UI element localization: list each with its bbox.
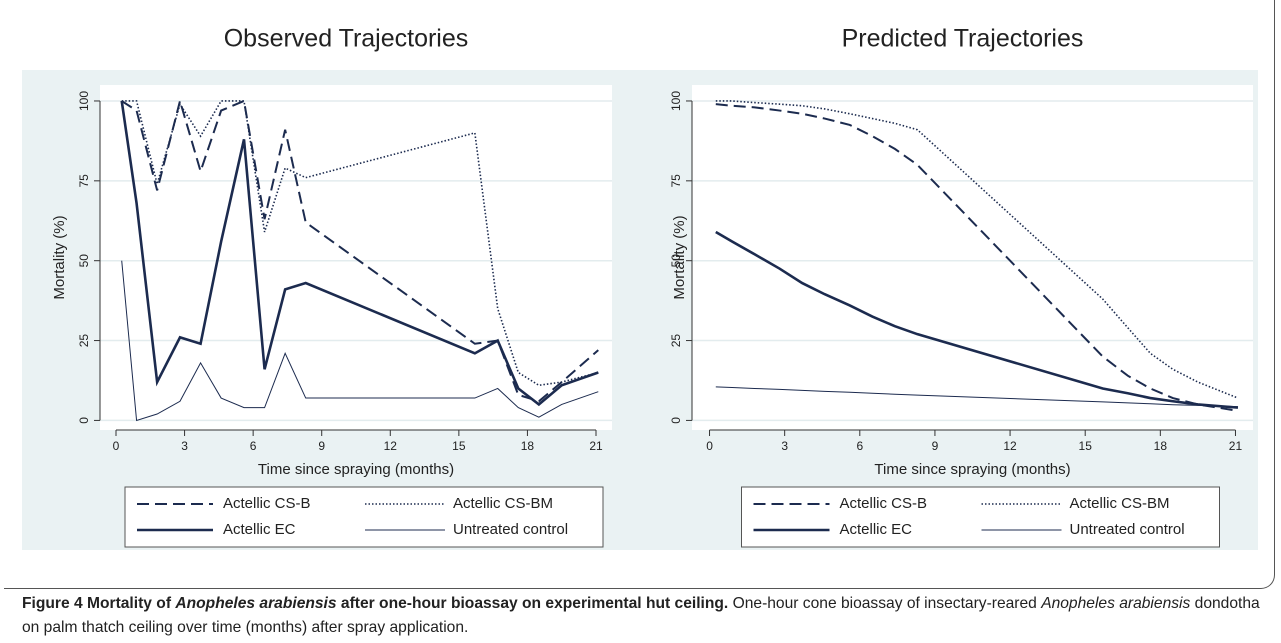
x-tick-label: 18 <box>521 439 535 453</box>
charts: Observed Trajectories 0 25 50 75 100 0 3 6 9 12 15 1… <box>22 25 1258 550</box>
series-line <box>715 103 1239 412</box>
x-tick-label: 9 <box>932 439 939 453</box>
y-tick-label: 0 <box>77 417 91 424</box>
caption-part: after one-hour bioassay on experimental … <box>340 595 729 612</box>
x-tick-label: 15 <box>452 439 466 453</box>
x-tick-label: 9 <box>318 439 325 453</box>
x-tick-label: 3 <box>781 439 788 453</box>
y-tick-label: 50 <box>669 254 683 268</box>
legend-label: Actellic CS-BM <box>453 495 553 512</box>
y-tick-label: 25 <box>669 334 683 348</box>
y-tick-label: 75 <box>669 174 683 188</box>
x-tick-label: 6 <box>250 439 257 453</box>
series-line <box>121 100 599 387</box>
caption-part: One-hour cone bioassay of insectary-rear… <box>732 595 1037 612</box>
legend-label: Untreated control <box>1070 521 1185 538</box>
plot-area <box>692 85 1253 430</box>
legend-label: Untreated control <box>453 521 568 538</box>
x-tick-label: 18 <box>1154 439 1168 453</box>
series-line <box>715 230 1239 409</box>
y-tick-label: 25 <box>77 334 91 348</box>
x-tick-label: 0 <box>113 439 120 453</box>
x-tick-label: 3 <box>181 439 188 453</box>
x-tick-label: 12 <box>1003 439 1017 453</box>
y-tick-label: 75 <box>77 174 91 188</box>
legend-label: Actellic CS-BM <box>1070 495 1170 512</box>
x-tick-label: 6 <box>856 439 863 453</box>
x-tick-label: 21 <box>1229 439 1243 453</box>
series-line <box>715 386 1238 408</box>
x-tick-label: 21 <box>589 439 603 453</box>
y-tick-label: 100 <box>669 91 683 111</box>
x-axis-label: Time since spraying (months) <box>874 461 1070 478</box>
caption-part: dondotha on palm thatch ceiling over tim… <box>22 595 1260 636</box>
chart-title: Observed Trajectories <box>224 25 469 53</box>
chart-title: Predicted Trajectories <box>842 25 1084 53</box>
caption-heading: Figure 4 Mortality of Anopheles arabiens… <box>22 595 728 612</box>
y-tick-label: 50 <box>77 254 91 268</box>
y-tick-label: 100 <box>77 91 91 111</box>
series-line <box>715 100 1239 399</box>
legend-label: Actellic EC <box>840 521 913 538</box>
legend-label: Actellic CS-B <box>223 495 311 512</box>
legend-label: Actellic EC <box>223 521 296 538</box>
caption-part: Figure 4 Mortality of <box>22 595 172 612</box>
series-line <box>120 100 599 407</box>
x-tick-label: 15 <box>1079 439 1093 453</box>
caption-part: Anopheles arabiensis <box>1041 595 1191 612</box>
legend <box>124 486 604 548</box>
legend <box>741 486 1220 548</box>
x-tick-label: 12 <box>384 439 398 453</box>
legend-label: Actellic CS-B <box>840 495 928 512</box>
y-tick-label: 0 <box>669 417 683 424</box>
x-axis-label: Time since spraying (months) <box>258 461 454 478</box>
caption-part: Anopheles arabiensis <box>175 595 337 612</box>
caption: Figure 4 Mortality of Anopheles arabiens… <box>22 592 1262 640</box>
y-axis-label: Mortality (%) <box>51 215 68 299</box>
series-line <box>121 260 599 422</box>
x-tick-label: 0 <box>706 439 713 453</box>
y-axis-label: Mortality (%) <box>671 215 688 299</box>
figure-frame <box>4 0 1275 589</box>
